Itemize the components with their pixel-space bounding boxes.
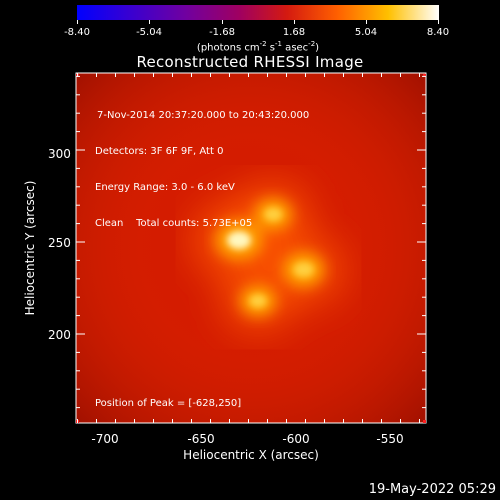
- colorbar-tickmark: [294, 20, 295, 24]
- x-tick-label: -600: [282, 432, 310, 446]
- rhessi-image: [76, 73, 426, 423]
- main-source-core: [227, 231, 251, 250]
- y-tick-label: 200: [48, 328, 71, 342]
- colorbar-tick-label: -8.40: [64, 27, 90, 38]
- colorbar-tick-label: -5.04: [136, 27, 162, 38]
- colorbar-units: (photons cm-2 s-1 asec-2): [196, 40, 320, 54]
- colorbar-gradient: [77, 5, 439, 20]
- right-source-core: [293, 261, 314, 278]
- time-range-text: 7-Nov-2014 20:37:20.000 to 20:43:20.000: [97, 110, 310, 121]
- y-axis-label: Heliocentric Y (arcsec): [23, 180, 37, 316]
- y-tick-label: 300: [48, 147, 71, 161]
- plot-title: Reconstructed RHESSI Image: [136, 53, 364, 71]
- plot-border: [75, 72, 427, 424]
- x-tick-label: -550: [376, 432, 404, 446]
- upper-source-core: [264, 207, 283, 222]
- clean-counts-text: Clean Total counts: 5.73E+05: [95, 218, 253, 229]
- colorbar-tickmark: [366, 20, 367, 24]
- colorbar-tick-label: 5.04: [354, 27, 378, 38]
- energy-range-text: Energy Range: 3.0 - 6.0 keV: [95, 182, 235, 193]
- lower-source-core: [249, 294, 267, 308]
- colorbar-tickmark: [438, 20, 439, 24]
- x-axis-label: Heliocentric X (arcsec): [183, 448, 319, 462]
- colorbar-tick-label: 8.40: [426, 27, 450, 38]
- x-tick-label: -650: [187, 432, 215, 446]
- colorbar-tick-label: 1.68: [282, 27, 306, 38]
- detectors-text: Detectors: 3F 6F 9F, Att 0: [95, 146, 224, 157]
- y-tick-label: 250: [48, 236, 71, 250]
- x-tick-label: -700: [91, 432, 119, 446]
- peak-position-text: Position of Peak = [-628,250]: [95, 398, 242, 409]
- observation-info: 7-Nov-2014 20:37:20.000 to 20:43:20.000 …: [95, 86, 309, 242]
- colorbar-tickmark: [222, 20, 223, 24]
- plot-timestamp: 19-May-2022 05:29: [368, 482, 496, 497]
- colorbar-tick-label: -1.68: [209, 27, 235, 38]
- colorbar-tickmark: [149, 20, 150, 24]
- colorbar-tickmark: [77, 20, 78, 24]
